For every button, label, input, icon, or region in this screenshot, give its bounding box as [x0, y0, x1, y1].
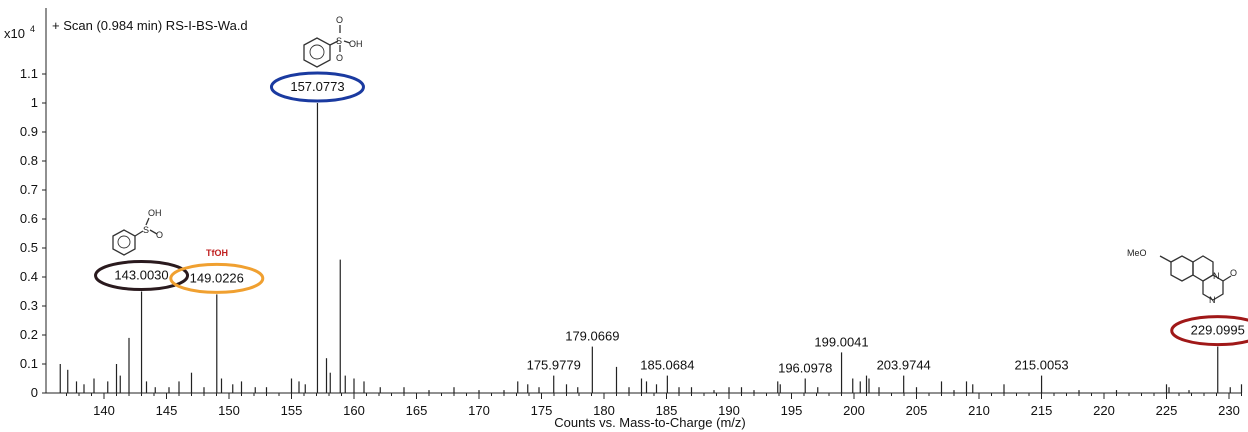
peak-label: 196.0978: [778, 361, 832, 376]
y-ticks: 0 0.1 0.2 0.3 0.4 0.5 0.6 0.7 0.8 0.9 1 1.1: [20, 66, 46, 400]
y-tick-label: 0.7: [20, 182, 38, 197]
y-tick-label: 0.1: [20, 356, 38, 371]
x-ticks: 140 145 150 155 160 165 170 175 180 185 190 195 200 2…: [66, 393, 1242, 418]
x-tick-label: 195: [781, 403, 803, 418]
structure-2-atom-o: O: [156, 230, 163, 240]
peak-label: 203.9744: [877, 358, 931, 373]
y-tick-label: 0.2: [20, 327, 38, 342]
benzenesulfonic-acid-structure: [303, 25, 351, 68]
structure-3-atom-n-lower: N: [1209, 295, 1216, 305]
x-tick-label: 175: [531, 403, 553, 418]
x-tick-label: 185: [656, 403, 678, 418]
y-tick-label: 1: [31, 95, 38, 110]
x-tick-label: 150: [218, 403, 240, 418]
structure-3-methoxy: MeO: [1127, 248, 1147, 258]
x-axis-label: Counts vs. Mass-to-Charge (m/z): [554, 415, 745, 430]
y-tick-label: 0.3: [20, 298, 38, 313]
structure-1-atom-oh: OH: [349, 39, 363, 49]
x-tick-label: 155: [281, 403, 303, 418]
structure-2-atom-oh: OH: [148, 208, 162, 218]
x-tick-label: 160: [343, 403, 365, 418]
peak-label: 185.0684: [640, 358, 694, 373]
structure-1-atom-o-bottom: O: [336, 53, 343, 63]
peak-label: 199.0041: [814, 334, 868, 349]
tfoh-label: TfOH: [206, 248, 228, 258]
benzenesulfinic-acid-structure: [112, 217, 158, 256]
peak-label: 229.0995: [1191, 323, 1245, 338]
x-tick-label: 205: [906, 403, 928, 418]
structure-2-atom-s: S: [143, 225, 149, 235]
x-tick-label: 180: [593, 403, 615, 418]
peak-label: 179.0669: [565, 329, 619, 344]
x-tick-label: 165: [406, 403, 428, 418]
x-tick-label: 215: [1031, 403, 1053, 418]
peak-highlight-ellipse: [1170, 315, 1248, 347]
structure-3-atom-o: O: [1230, 268, 1237, 278]
x-tick-label: 210: [968, 403, 990, 418]
peak-label: 215.0053: [1014, 358, 1068, 373]
x-tick-label: 190: [718, 403, 740, 418]
y-tick-label: 1.1: [20, 66, 38, 81]
peak-highlight-ellipse: [169, 262, 265, 294]
x-tick-label: 170: [468, 403, 490, 418]
quinolizinone-structure: [1159, 255, 1232, 301]
structure-3-atom-n-upper: N: [1213, 271, 1220, 281]
x-tick-label: 145: [156, 403, 178, 418]
y-tick-label: 0.6: [20, 211, 38, 226]
x-tick-label: 225: [1156, 403, 1178, 418]
y-tick-label: 0.5: [20, 240, 38, 255]
chart-title: + Scan (0.984 min) RS-I-BS-Wa.d: [52, 18, 248, 33]
x-tick-label: 230: [1218, 403, 1240, 418]
peaks: [59, 103, 1243, 393]
y-exponent: 4: [30, 24, 35, 34]
y-tick-label: 0.8: [20, 153, 38, 168]
peak-highlight-ellipse: [94, 260, 190, 291]
structure-1-atom-s: S: [336, 36, 342, 46]
x-tick-label: 220: [1093, 403, 1115, 418]
y-tick-label: 0.9: [20, 124, 38, 139]
peak-label: 143.0030: [114, 268, 168, 283]
peak-label: 149.0226: [190, 270, 244, 285]
peak-label: 157.0773: [290, 79, 344, 94]
x-tick-label: 200: [843, 403, 865, 418]
y-multiplier: x10: [4, 26, 25, 41]
peak-label: 175.9779: [527, 358, 581, 373]
y-tick-label: 0: [31, 385, 38, 400]
peak-labels: 143.0030 149.0226 157.0773 175.9779 179.0669…: [94, 71, 1248, 376]
structure-1-atom-o-top: O: [336, 15, 343, 25]
x-tick-label: 140: [93, 403, 115, 418]
axes: [45, 8, 1242, 394]
peak-highlight-ellipse: [269, 71, 365, 103]
y-tick-label: 0.4: [20, 269, 38, 284]
